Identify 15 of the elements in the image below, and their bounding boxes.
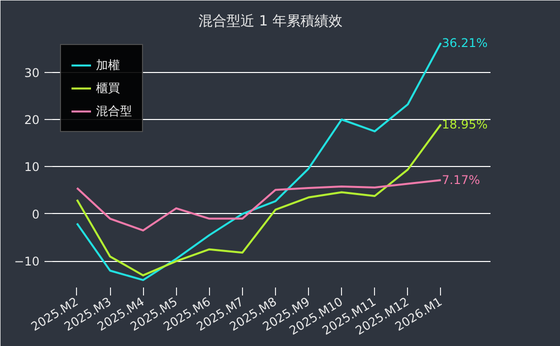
line-series xyxy=(76,42,442,282)
data-label: 18.95% xyxy=(442,117,488,132)
y-tick-label: 0 xyxy=(32,207,40,222)
line-series xyxy=(76,123,442,276)
y-tick-label: 10 xyxy=(24,160,40,174)
data-label: 7.17% xyxy=(442,173,480,188)
chart-title: 混合型近 1 年累積績效 xyxy=(198,14,342,30)
legend-label: 櫃買 xyxy=(96,80,120,96)
data-label: 36.21% xyxy=(442,36,488,50)
y-tick-label: 20 xyxy=(24,113,40,127)
legend-label: 加權 xyxy=(96,56,120,74)
y-tick-label: −10 xyxy=(14,254,40,269)
legend-label: 混合型 xyxy=(96,102,132,120)
y-tick-label: 30 xyxy=(24,66,40,80)
line-series xyxy=(76,179,442,232)
